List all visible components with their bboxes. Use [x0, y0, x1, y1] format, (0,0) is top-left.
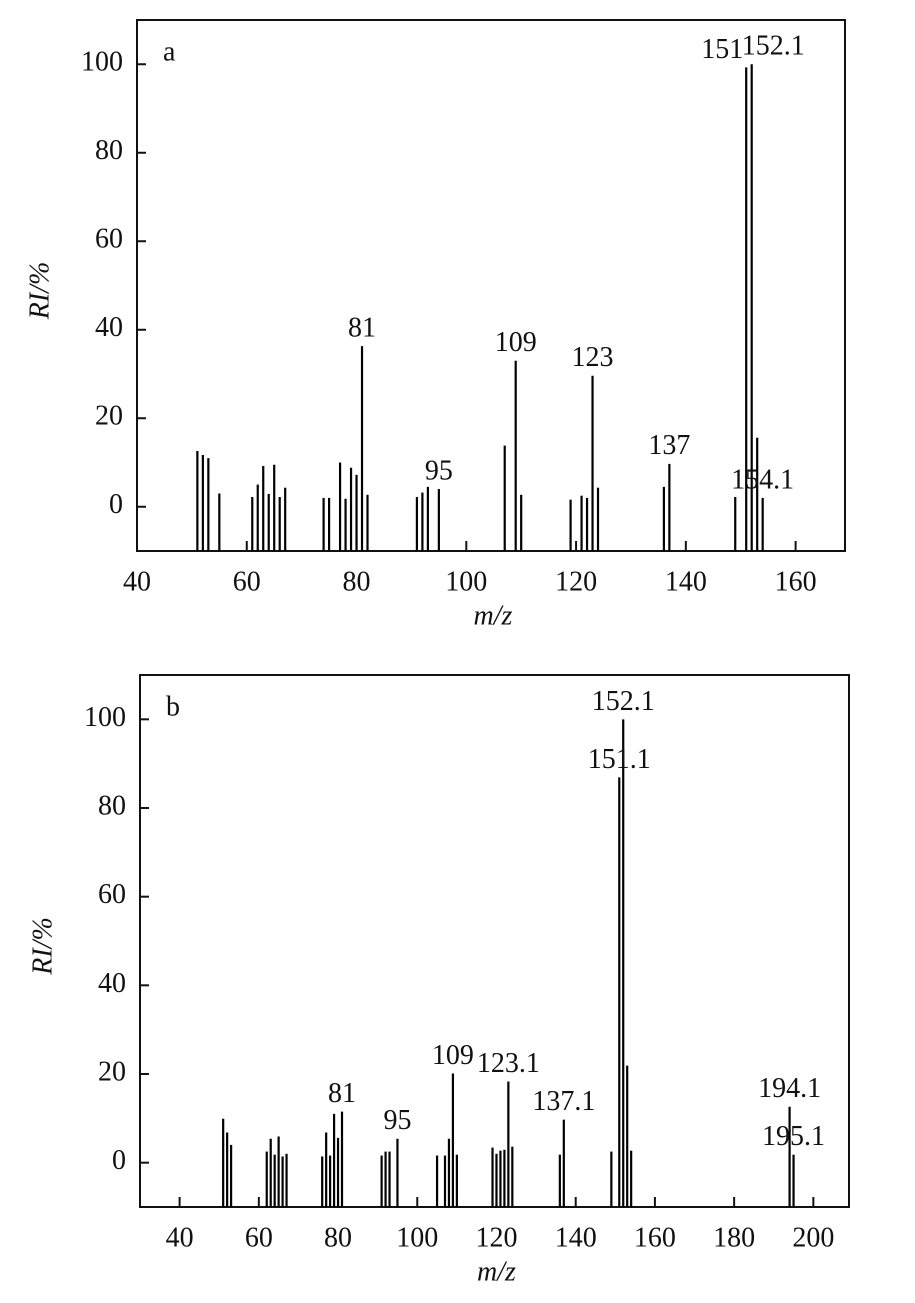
- x-tick-label: 80: [324, 1222, 352, 1253]
- peak-label: 151: [701, 34, 743, 65]
- y-tick-label: 60: [95, 224, 123, 255]
- x-axis-label: m/z: [474, 600, 513, 631]
- y-tick-label: 20: [95, 401, 123, 432]
- y-tick-label: 80: [95, 135, 123, 166]
- peak-label: 95: [383, 1105, 411, 1136]
- panel-label: a: [163, 36, 176, 67]
- x-tick-label: 60: [245, 1222, 273, 1253]
- y-tick-label: 80: [98, 790, 126, 821]
- peak-label: 194.1: [758, 1073, 821, 1104]
- y-axis-label: RI/%: [24, 262, 55, 321]
- x-tick-label: 140: [665, 566, 707, 597]
- x-tick-label: 200: [792, 1222, 834, 1253]
- peak-label: 195.1: [762, 1121, 825, 1152]
- x-tick-label: 100: [445, 566, 487, 597]
- x-tick-label: 100: [396, 1222, 438, 1253]
- x-tick-label: 120: [555, 566, 597, 597]
- x-tick-label: 40: [166, 1222, 194, 1253]
- y-tick-label: 0: [109, 489, 123, 520]
- peak-label: 137: [648, 430, 690, 461]
- x-tick-label: 140: [555, 1222, 597, 1253]
- y-tick-label: 40: [95, 312, 123, 343]
- peak-label: 109: [432, 1040, 474, 1071]
- x-axis-label: m/z: [477, 1256, 516, 1287]
- peak-label: 154.1: [731, 464, 794, 495]
- x-tick-label: 60: [233, 566, 261, 597]
- x-tick-label: 160: [775, 566, 817, 597]
- plot-frame: [139, 674, 850, 1208]
- x-tick-label: 40: [123, 566, 151, 597]
- peak-label: 123: [572, 342, 614, 373]
- y-tick-label: 100: [84, 702, 126, 733]
- peak-label: 152.1: [592, 686, 655, 717]
- y-tick-label: 100: [81, 47, 123, 78]
- x-tick-label: 80: [343, 566, 371, 597]
- peak-label: 137.1: [532, 1086, 595, 1117]
- peak-label: 109: [495, 327, 537, 358]
- peak-label: 81: [348, 313, 376, 344]
- peak-label: 123.1: [477, 1048, 540, 1079]
- y-axis-label: RI/%: [27, 917, 58, 976]
- x-tick-label: 120: [475, 1222, 517, 1253]
- peak-label: 151.1: [588, 744, 651, 775]
- peak-label: 152.1: [742, 31, 805, 62]
- x-tick-label: 180: [713, 1222, 755, 1253]
- panel-label: b: [166, 691, 180, 722]
- y-tick-label: 0: [112, 1145, 126, 1176]
- y-tick-label: 40: [98, 968, 126, 999]
- peak-label: 95: [425, 455, 453, 486]
- y-tick-label: 20: [98, 1056, 126, 1087]
- y-tick-label: 60: [98, 879, 126, 910]
- peak-label: 81: [328, 1078, 356, 1109]
- x-tick-label: 160: [634, 1222, 676, 1253]
- plot-frame: [136, 19, 846, 552]
